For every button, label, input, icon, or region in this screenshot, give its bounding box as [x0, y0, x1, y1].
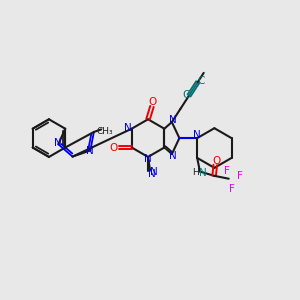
Text: N: N [169, 151, 177, 161]
Text: H: H [193, 168, 199, 177]
Text: N: N [148, 169, 156, 179]
Text: N: N [199, 167, 207, 178]
Text: F: F [229, 184, 235, 194]
Text: F: F [224, 166, 230, 176]
Text: C: C [197, 76, 204, 86]
Text: N: N [144, 154, 152, 164]
Text: F: F [237, 171, 243, 181]
Text: N: N [86, 146, 94, 156]
Text: N: N [150, 167, 158, 177]
Text: N: N [169, 115, 177, 125]
Text: CH₃: CH₃ [97, 127, 113, 136]
Text: N: N [55, 138, 62, 148]
Text: O: O [212, 156, 220, 166]
Text: N: N [124, 123, 132, 133]
Text: N: N [193, 130, 201, 140]
Text: O: O [149, 98, 157, 107]
Text: O: O [110, 142, 118, 152]
Text: C: C [182, 89, 190, 100]
